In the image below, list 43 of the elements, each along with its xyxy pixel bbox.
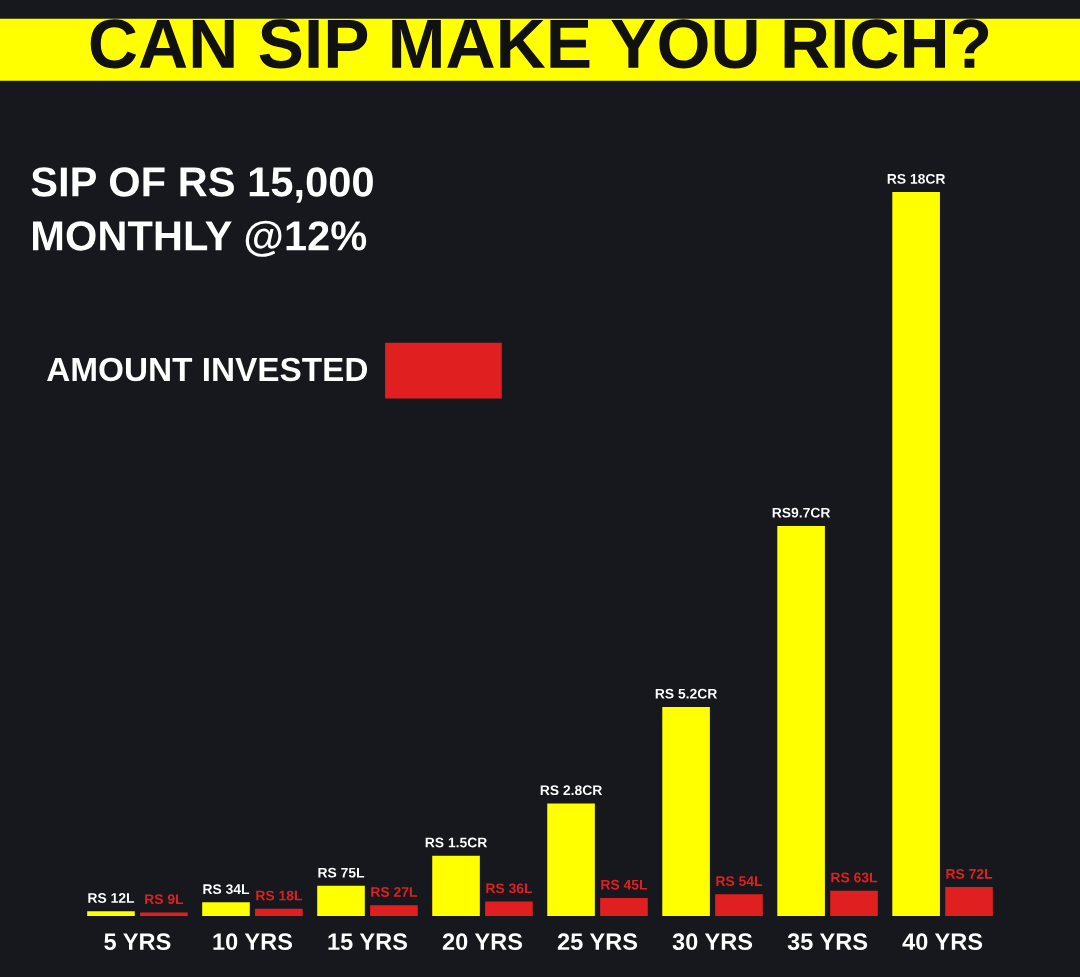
legend-label: AMOUNT INVESTED <box>47 357 368 382</box>
x-tick-label: 35 YRS <box>787 933 868 951</box>
data-label: RS 72L <box>946 868 993 879</box>
bar <box>830 890 878 917</box>
bar <box>600 897 648 917</box>
bar <box>892 192 940 917</box>
data-label: RS 36L <box>486 883 533 894</box>
data-label: RS 54L <box>716 876 763 887</box>
bar <box>715 894 763 917</box>
bar <box>255 908 303 917</box>
data-label: RS 75L <box>318 867 365 878</box>
data-label: RS 5.2CR <box>655 688 718 699</box>
data-label: RS 63L <box>831 872 878 883</box>
bar <box>317 885 365 917</box>
data-label: RS 1.5CR <box>425 837 488 848</box>
data-label: RS9.7CR <box>772 507 831 518</box>
x-tick-label: 30 YRS <box>672 933 753 951</box>
bar <box>485 901 533 917</box>
bar <box>140 912 188 917</box>
data-label: RS 18L <box>256 890 303 901</box>
data-label: RS 34L <box>203 884 250 895</box>
data-label: RS 18CR <box>887 173 946 184</box>
x-tick-label: 25 YRS <box>557 933 638 951</box>
x-tick-label: 40 YRS <box>902 933 983 951</box>
bar <box>547 803 595 917</box>
bar <box>777 525 825 917</box>
bar <box>370 905 418 917</box>
bar <box>202 902 250 917</box>
x-tick-label: 5 YRS <box>104 933 171 951</box>
data-label: RS 45L <box>601 879 648 890</box>
bar <box>662 706 710 917</box>
data-label: RS 12L <box>88 893 135 903</box>
data-label: RS 9L <box>145 894 184 905</box>
data-label: RS 27L <box>371 887 418 897</box>
x-tick-label: 20 YRS <box>442 933 523 951</box>
bar <box>87 911 135 917</box>
bar <box>945 887 993 917</box>
bar <box>432 855 480 917</box>
data-label: RS 2.8CR <box>540 785 603 796</box>
chart-subtitle: SIP OF RS 15,000 MONTHLY @12% <box>31 167 373 257</box>
x-tick-label: 10 YRS <box>213 933 293 951</box>
x-tick-label: 15 YRS <box>328 933 408 951</box>
chart-title: CAN SIP MAKE YOU RICH? <box>90 19 989 69</box>
